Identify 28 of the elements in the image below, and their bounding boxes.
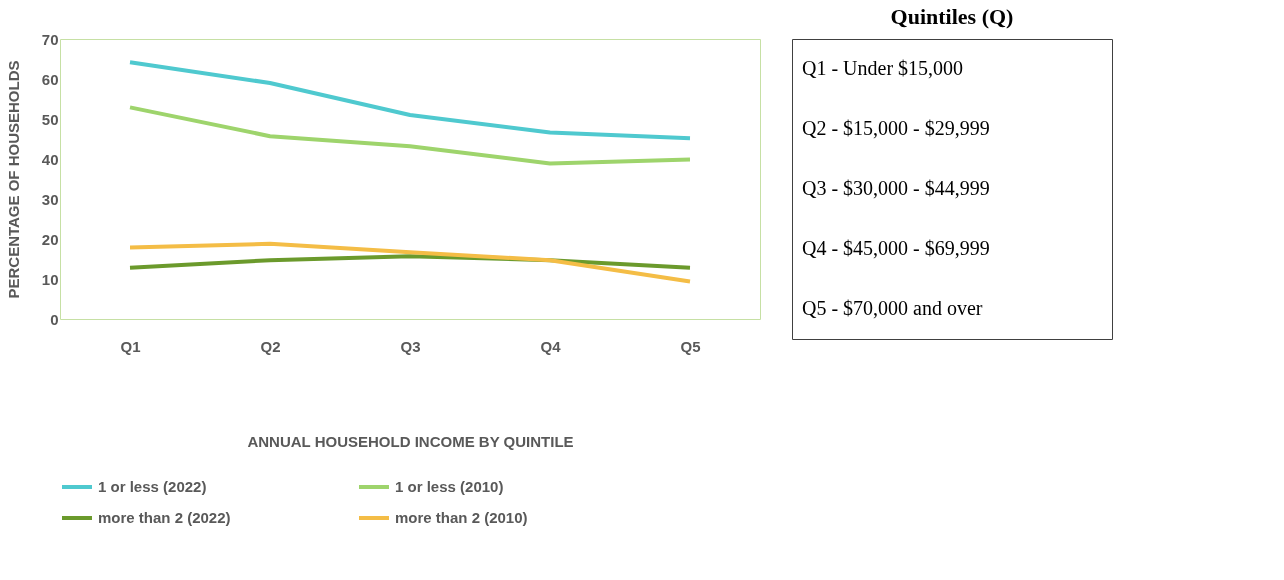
y-tick-label: 70	[41, 30, 59, 48]
legend-label: more than 2 (2010)	[395, 509, 528, 526]
text: Q3 - $30,000 - $44,999	[802, 177, 990, 199]
text: Q1 - Under $15,000	[802, 57, 964, 79]
y-tick-label: 20	[41, 230, 59, 248]
y-tick-label: 0	[50, 310, 59, 328]
text: Quintiles (Q)	[890, 4, 1014, 29]
line-series	[128, 105, 692, 166]
x-tick-label: Q1	[120, 337, 141, 355]
y-tick-label: 40	[41, 150, 59, 168]
y-axis-title: PERCENTAGE OF HOUSEHOLDS	[4, 60, 22, 299]
x-axis-title: ANNUAL HOUSEHOLD INCOME BY QUINTILE	[247, 432, 574, 450]
text: Q5 - $70,000 and over	[802, 297, 983, 319]
text: Q2 - $15,000 - $29,999	[802, 117, 990, 139]
x-tick-label: Q2	[260, 337, 281, 355]
line-series	[128, 60, 692, 141]
legend-label: more than 2 (2022)	[98, 509, 231, 526]
x-tick-label: Q5	[680, 337, 701, 355]
line-series	[128, 241, 692, 284]
x-tick-label: Q4	[540, 337, 562, 355]
legend-label: 1 or less (2010)	[395, 478, 504, 495]
y-tick-label: 30	[41, 190, 59, 208]
y-tick-label: 10	[41, 270, 59, 288]
text: Q4 - $45,000 - $69,999	[802, 237, 990, 259]
x-tick-label: Q3	[400, 337, 421, 355]
legend-label: 1 or less (2022)	[98, 478, 207, 495]
y-tick-label: 50	[41, 110, 59, 128]
y-tick-label: 60	[41, 70, 59, 88]
